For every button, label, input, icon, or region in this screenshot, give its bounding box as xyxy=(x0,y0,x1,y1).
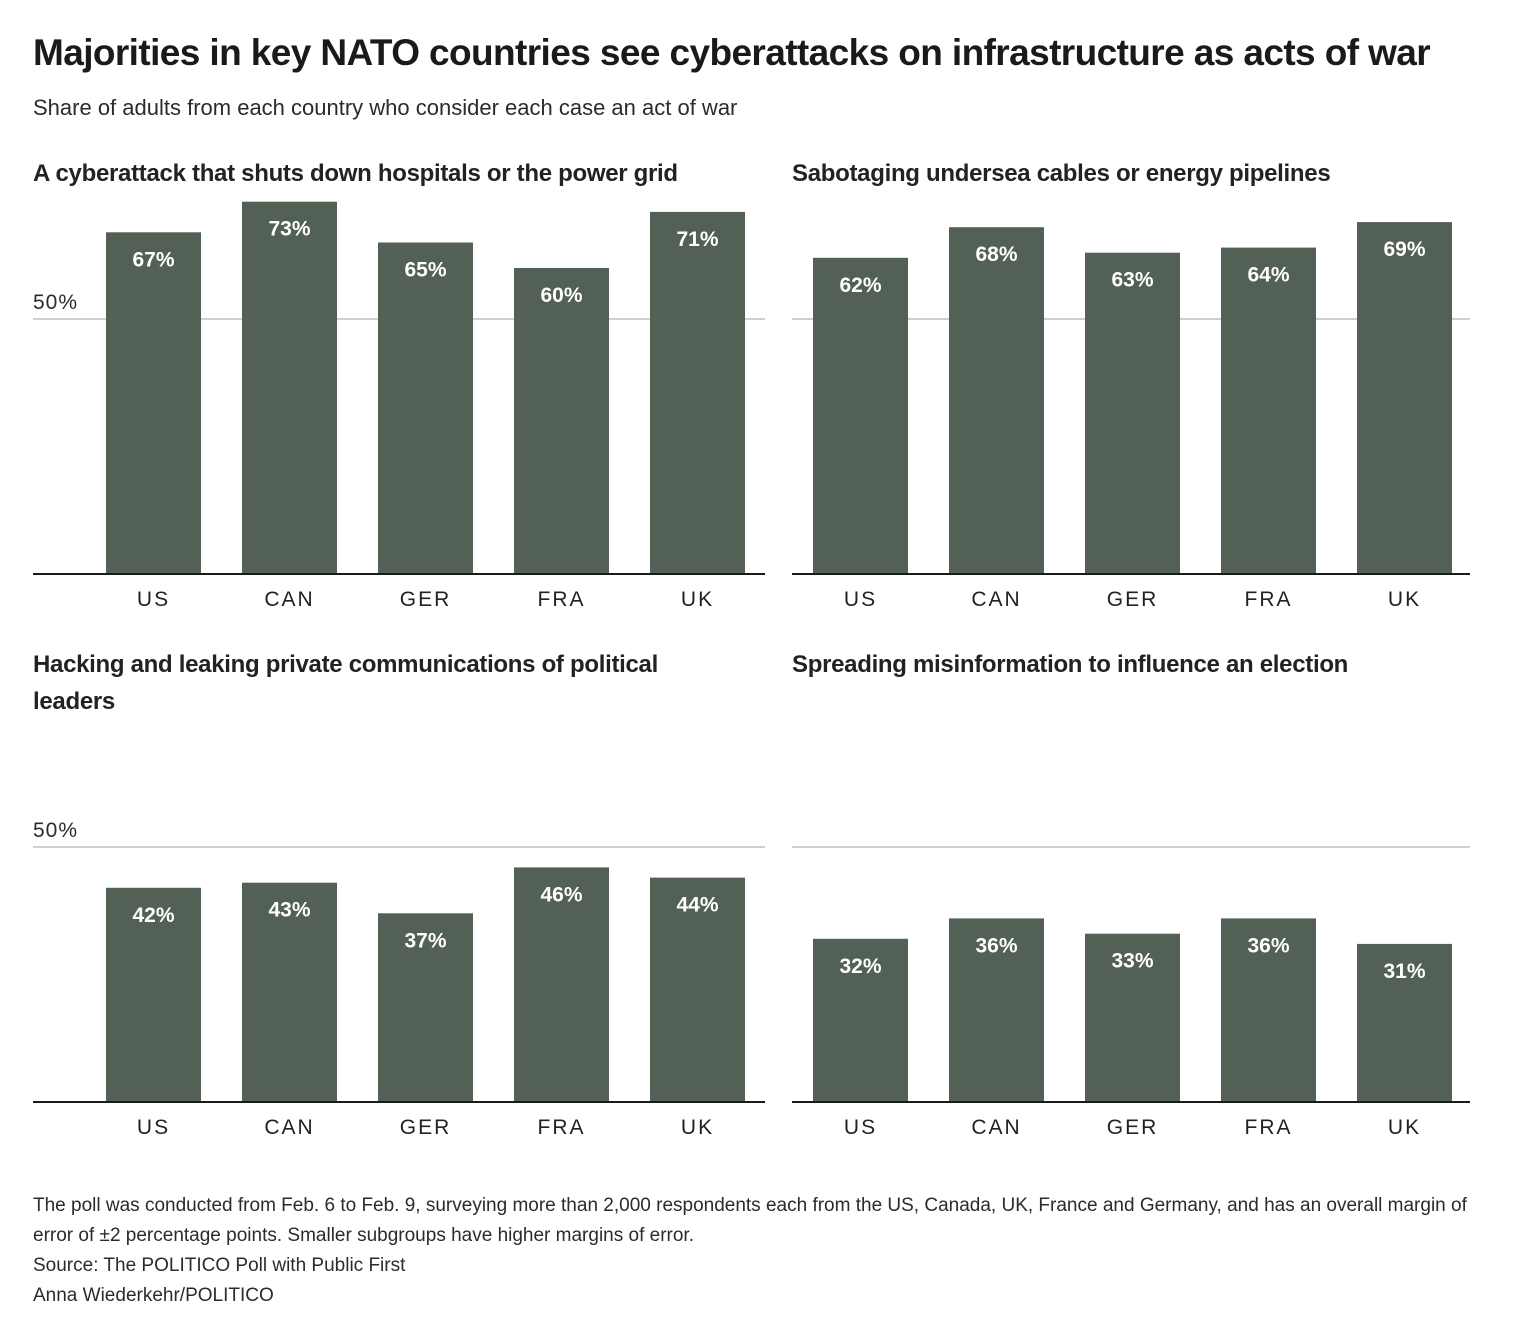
panel-title-cables: Sabotaging undersea cables or energy pip… xyxy=(792,160,1331,187)
x-tick-label: US xyxy=(137,1116,170,1139)
bar-ger xyxy=(378,242,473,574)
bar-us xyxy=(106,232,201,575)
data-label: 63% xyxy=(1111,269,1153,292)
bar-can xyxy=(242,201,337,574)
gridline-label: 50% xyxy=(33,291,78,314)
methodology-note: The poll was conducted from Feb. 6 to Fe… xyxy=(33,1195,1467,1246)
data-label: 37% xyxy=(404,929,446,952)
data-label: 36% xyxy=(975,934,1017,957)
x-tick-label: US xyxy=(844,588,877,611)
bar-can xyxy=(949,227,1044,574)
bar-ger xyxy=(378,913,473,1102)
bar-fra xyxy=(514,268,609,574)
x-tick-label: FRA xyxy=(538,1116,586,1139)
chart-subtitle: Share of adults from each country who co… xyxy=(33,95,738,120)
data-label: 32% xyxy=(839,955,881,978)
bar-fra xyxy=(514,867,609,1102)
bar-ger xyxy=(1085,252,1180,574)
data-label: 69% xyxy=(1383,238,1425,261)
bar-ger xyxy=(1085,933,1180,1102)
panel-title-misinformation: Spreading misinformation to influence an… xyxy=(792,651,1349,678)
bar-can xyxy=(242,882,337,1102)
x-tick-label: UK xyxy=(1388,1116,1421,1139)
x-tick-label: US xyxy=(137,588,170,611)
bar-uk xyxy=(1357,222,1452,574)
data-label: 44% xyxy=(676,894,718,917)
footer: The poll was conducted from Feb. 6 to Fe… xyxy=(33,1191,1473,1311)
x-tick-label: UK xyxy=(681,588,714,611)
data-label: 33% xyxy=(1111,950,1153,973)
source-line: Source: The POLITICO Poll with Public Fi… xyxy=(33,1255,406,1276)
data-label: 43% xyxy=(268,899,310,922)
data-label: 36% xyxy=(1247,934,1289,957)
gridline-label: 50% xyxy=(33,819,78,842)
bar-uk xyxy=(650,877,745,1102)
x-tick-label: UK xyxy=(1388,588,1421,611)
data-label: 67% xyxy=(132,248,174,271)
x-tick-label: UK xyxy=(681,1116,714,1139)
data-label: 60% xyxy=(540,284,582,307)
data-label: 64% xyxy=(1247,264,1289,287)
x-tick-label: GER xyxy=(1107,1116,1159,1139)
x-tick-label: GER xyxy=(400,588,452,611)
data-label: 71% xyxy=(676,228,718,251)
data-label: 31% xyxy=(1383,960,1425,983)
data-label: 65% xyxy=(404,259,446,282)
bar-fra xyxy=(1221,918,1316,1102)
credit-line: Anna Wiederkehr/POLITICO xyxy=(33,1285,274,1306)
bar-can xyxy=(949,918,1044,1102)
x-tick-label: CAN xyxy=(971,588,1021,611)
data-label: 42% xyxy=(132,904,174,927)
x-tick-label: GER xyxy=(400,1116,452,1139)
x-tick-label: CAN xyxy=(971,1116,1021,1139)
x-tick-label: FRA xyxy=(1245,588,1293,611)
x-tick-label: FRA xyxy=(1245,1116,1293,1139)
bar-us xyxy=(813,257,908,574)
data-label: 73% xyxy=(268,218,310,241)
data-label: 46% xyxy=(540,883,582,906)
x-tick-label: US xyxy=(844,1116,877,1139)
data-label: 62% xyxy=(839,274,881,297)
bar-fra xyxy=(1221,247,1316,574)
panel-title-hacking: Hacking and leaking private communicatio… xyxy=(33,651,658,715)
bar-uk xyxy=(1357,943,1452,1102)
chart-title: Majorities in key NATO countries see cyb… xyxy=(33,32,1431,73)
x-tick-label: CAN xyxy=(264,588,314,611)
x-tick-label: CAN xyxy=(264,1116,314,1139)
x-tick-label: GER xyxy=(1107,588,1159,611)
panel-title-hospitals: A cyberattack that shuts down hospitals … xyxy=(33,160,678,187)
data-label: 68% xyxy=(975,243,1017,266)
bar-us xyxy=(813,938,908,1102)
x-tick-label: FRA xyxy=(538,588,586,611)
bar-uk xyxy=(650,211,745,574)
bar-us xyxy=(106,887,201,1102)
